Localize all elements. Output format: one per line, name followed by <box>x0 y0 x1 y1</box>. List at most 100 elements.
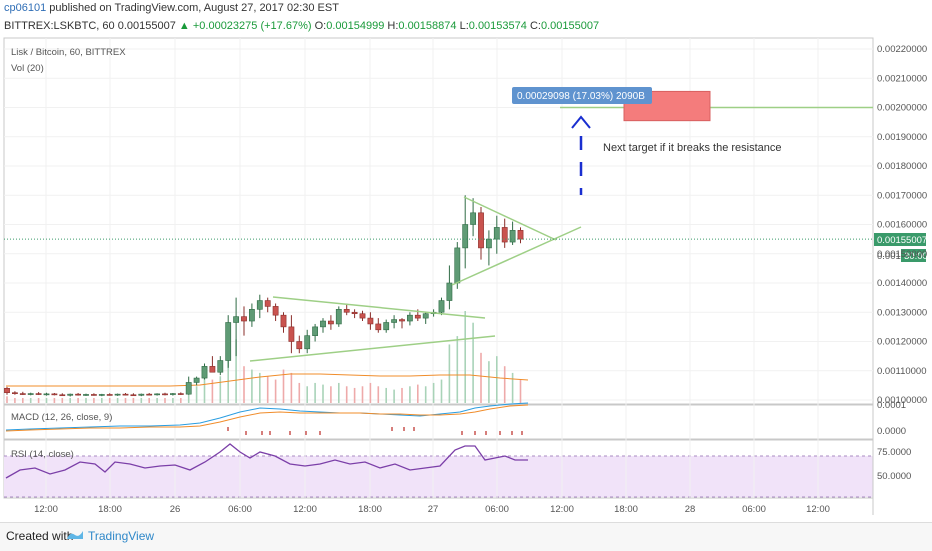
volume-bar <box>140 397 143 403</box>
macd-histogram <box>227 427 523 435</box>
candle-up <box>193 376 200 386</box>
volume-bar <box>243 366 245 403</box>
open-label: O: <box>314 20 327 32</box>
volume-bar <box>377 386 380 403</box>
candle-body <box>501 227 508 243</box>
rsi-tick-label: 75.0000 <box>877 447 911 458</box>
volume-bar <box>464 311 466 403</box>
volume-bar <box>282 369 285 403</box>
price-tick-label: 0.00170000 <box>877 190 927 201</box>
macd-tick-label: 0.0001 <box>877 400 906 411</box>
candle-body <box>114 393 121 396</box>
chart-title: Lisk / Bitcoin, 60, BITTREX <box>11 47 126 58</box>
candle-body <box>422 313 429 319</box>
candle-up <box>256 294 263 319</box>
main-pane[interactable] <box>3 37 874 405</box>
candle-down <box>91 393 97 396</box>
candle-body <box>12 392 18 394</box>
price-change: +0.00023275 (+17.67%) <box>192 20 312 32</box>
high-label: H: <box>387 20 399 32</box>
candle-down <box>106 393 113 396</box>
candle-up <box>233 297 239 357</box>
tradingview-logo-icon <box>67 531 83 539</box>
candle-up <box>154 393 160 396</box>
candle-down <box>272 303 279 322</box>
volume-bar <box>330 386 332 403</box>
price-tick-label: 0.00120000 <box>877 337 927 348</box>
candle-body <box>59 394 66 397</box>
rsi-tick-label: 50.0000 <box>877 471 911 482</box>
time-tick-label: 26 <box>170 504 181 515</box>
candle-down <box>12 391 18 395</box>
volume-bar <box>417 384 419 403</box>
volume-bar <box>132 397 135 403</box>
candle-body <box>327 320 334 325</box>
candle-down <box>19 391 26 396</box>
volume-bar <box>259 372 261 403</box>
price-tick-label: 0.00210000 <box>877 73 927 84</box>
tradingview-brand[interactable]: TradingView <box>88 529 155 543</box>
candle-body <box>146 393 153 396</box>
author-link[interactable]: cp06101 <box>4 2 47 14</box>
target-note: Next target if it breaks the resistance <box>603 142 782 154</box>
candle-down <box>501 218 508 248</box>
time-tick-label: 12:00 <box>293 504 317 515</box>
candle-body <box>209 366 216 373</box>
volume-bar <box>424 386 427 403</box>
volume-bar <box>448 344 451 403</box>
candle-down <box>359 310 366 322</box>
volume-bar <box>180 397 182 403</box>
time-tick-label: 18:00 <box>614 504 638 515</box>
volume-bar <box>77 397 79 403</box>
candle-body <box>4 387 10 393</box>
candle-body <box>138 393 145 396</box>
rsi-band <box>4 456 873 497</box>
candle-down <box>59 393 66 397</box>
price-tick-label: 0.00150000 <box>877 249 927 260</box>
flag-upper-trendline[interactable] <box>272 296 486 319</box>
candle-body <box>462 224 469 249</box>
pennant-upper-trendline[interactable] <box>463 196 557 241</box>
candle-body <box>359 313 366 319</box>
volume-label: Vol (20) <box>11 63 44 74</box>
up-arrow-icon <box>571 115 591 129</box>
candle-body <box>91 394 97 396</box>
current-price-label: 0.00155007 <box>877 235 927 246</box>
volume-bar <box>306 386 308 403</box>
volume-bar <box>503 366 506 403</box>
volume-bar <box>353 387 356 403</box>
candle-up <box>391 315 397 329</box>
candle-down <box>399 318 405 329</box>
candle-body <box>67 393 74 396</box>
volume-bar <box>369 382 372 403</box>
candle-body <box>217 360 224 373</box>
volume-bar <box>266 376 269 403</box>
close-label: C: <box>529 20 541 32</box>
candle-body <box>517 230 524 240</box>
pennant-lower-trendline[interactable] <box>451 226 582 286</box>
volume-bars <box>6 311 522 403</box>
flag-lower-trendline[interactable] <box>249 335 496 362</box>
volume-bar <box>195 386 198 403</box>
axes: 0.00220000 0.00210000 0.00200000 0.00190000… <box>34 44 927 515</box>
price-tick-label: 0.00200000 <box>877 103 927 114</box>
macd-pane[interactable] <box>3 404 874 440</box>
macd-tick-label: 0.0000 <box>877 426 906 437</box>
volume-bar <box>345 386 348 403</box>
volume-bar <box>488 361 490 403</box>
time-tick-label: 27 <box>428 504 439 515</box>
volume-bar <box>440 379 443 403</box>
volume-bar <box>401 387 403 403</box>
symbol-line: BITTREX:LSKBTC, 60 <box>4 20 115 32</box>
volume-bar <box>219 376 222 403</box>
price-tick-label: 0.00180000 <box>877 161 927 172</box>
price-chart[interactable]: Lisk / Bitcoin, 60, BITTREX Vol (20) MAC… <box>0 0 932 522</box>
time-tick-label: 18:00 <box>98 504 122 515</box>
created-with-text: Created with <box>6 529 74 543</box>
change-arrow-icon: ▲ <box>178 20 190 32</box>
candle-up <box>462 195 469 269</box>
candle-body <box>83 394 89 396</box>
candle-up <box>335 306 342 327</box>
grid <box>4 38 873 498</box>
candle-down <box>264 297 271 313</box>
